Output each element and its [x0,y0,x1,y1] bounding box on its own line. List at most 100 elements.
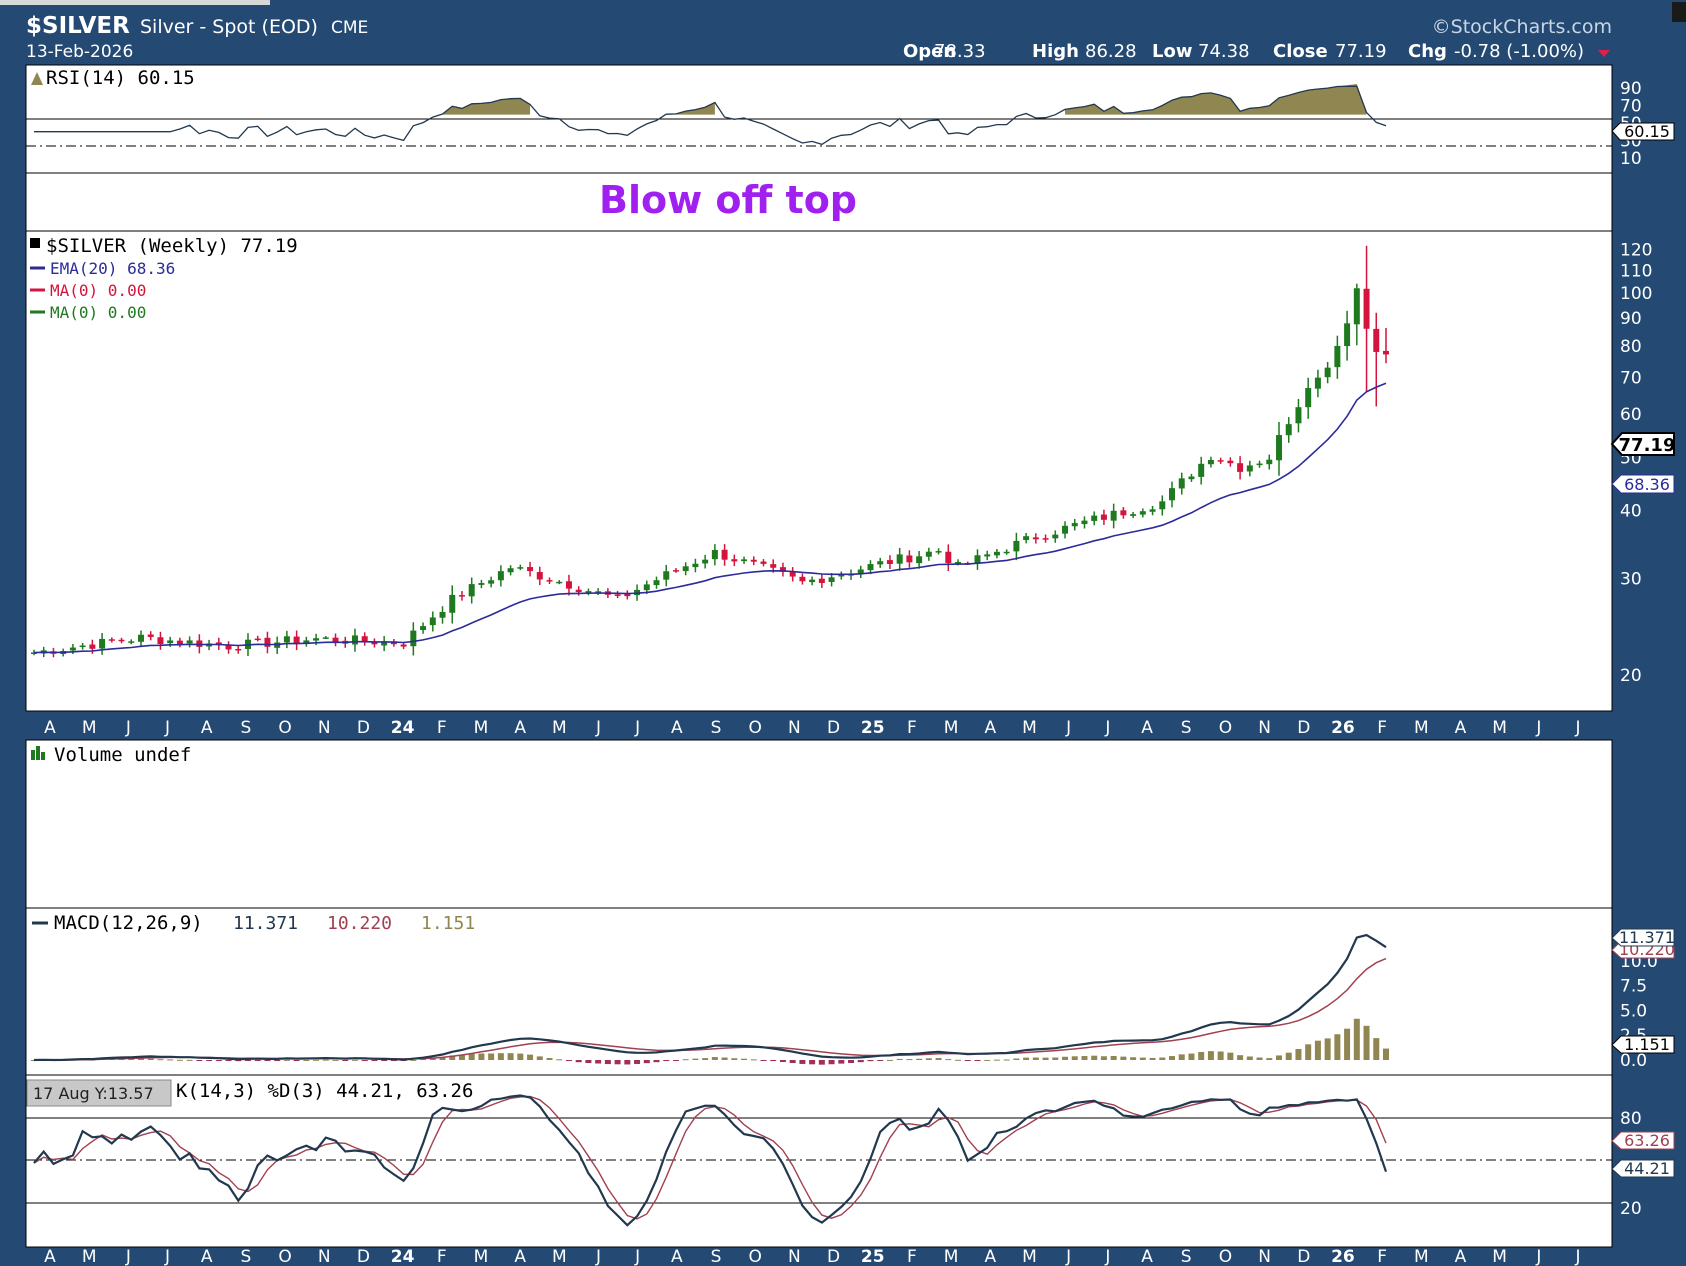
macd-histogram-bar [147,1058,154,1060]
volume-icon-bar-2 [36,746,40,760]
x-axis-month-label: J [1535,718,1541,738]
candle-body [303,640,310,644]
candle-body [877,561,884,565]
candle-body [235,648,242,651]
macd-histogram-bar [1052,1057,1059,1060]
candle-body [31,652,37,654]
macd-histogram-bar [809,1060,816,1065]
macd-histogram-bar [1071,1056,1078,1060]
corner-close-icon[interactable] [1672,2,1686,22]
macd-histogram-bar [215,1060,222,1061]
candle-body [128,641,135,643]
candle-body [809,579,816,583]
x-axis-month-label: A [1455,718,1467,738]
candle-body [565,581,572,589]
candle-body [420,626,427,631]
candle-body [361,636,368,642]
x-axis-month-label: S [240,1247,251,1266]
macd-histogram-bar [789,1060,796,1064]
candle-body [585,591,592,593]
stoch-k-tag: 44.21 [1611,1159,1675,1178]
macd-histogram-bar [925,1058,932,1060]
candle-body [79,645,86,648]
x-axis-month-label: M [1414,718,1429,738]
candle-body [1130,514,1137,516]
macd-histogram-bar [770,1060,777,1062]
macd-histogram-bar [877,1060,884,1061]
macd-histogram-bar [672,1060,679,1061]
candle-body [974,555,981,564]
volume-panel [25,739,1613,909]
ema-line [33,382,1387,654]
macd-histogram-bar [1023,1057,1030,1060]
macd-histogram-bar [556,1059,563,1061]
x-axis-month-label: N [318,1247,331,1266]
candle-body [322,637,329,639]
rsi-tick-label: 10 [1620,149,1642,169]
x-axis-month-label: M [474,718,489,738]
top-tab-strip [0,0,270,5]
candle-body [993,551,1000,556]
price-tick-label: 30 [1620,570,1642,590]
candle-body [69,647,76,651]
macd-histogram-bar [390,1060,397,1061]
high-label: High [1032,41,1079,62]
candle-body [711,549,718,560]
macd-histogram-bar [371,1060,378,1061]
candle-body [945,551,952,564]
rsi-series [34,83,1387,146]
x-axis-month-label: S [1181,718,1192,738]
macd-histogram-bar [449,1055,456,1060]
price-tick-label: 120 [1620,241,1652,261]
macd-histogram-bar [1120,1056,1127,1060]
volume-legend-text: Volume undef [54,744,191,766]
macd-histogram-bar [546,1058,553,1060]
candle-body [925,551,932,557]
macd-histogram-bar [828,1060,835,1065]
rsi-icon [31,72,43,85]
blow-off-top-annotation: Blow off top [599,178,857,222]
candle-body [1100,514,1107,520]
macd-histogram-bar [137,1058,144,1060]
candle-body [1139,511,1146,515]
macd-legend-name: MACD(12,26,9) [54,912,203,934]
candle-body [1023,536,1030,541]
macd-histogram-bar [1149,1057,1156,1060]
price-tick-label: 90 [1620,309,1642,329]
candle-body [1314,377,1321,389]
macd-histogram-bar [848,1060,855,1064]
exchange-label: CME [331,18,368,38]
candle-body [1237,463,1244,472]
candle-body [186,640,193,644]
stoch-series [33,1094,1388,1227]
macd-histogram-bar [420,1059,427,1061]
x-axis-month-label: M [1022,1247,1037,1266]
x-axis-year-label: 26 [1331,718,1355,738]
macd-tick-label: 5.0 [1620,1001,1647,1021]
candle-body [371,641,378,645]
macd-histogram-bar [1334,1034,1341,1060]
price-tick-label: 60 [1620,405,1642,425]
macd-histogram-bar [575,1060,582,1063]
candle-body [1013,540,1020,552]
x-axis-month-label: M [944,1247,959,1266]
macd-histogram-bar [1237,1055,1244,1060]
stoch-tick-label: 20 [1620,1199,1642,1219]
candle-body [1062,525,1069,534]
stoch-d-line [33,1095,1387,1220]
macd-histogram-bar [274,1060,281,1061]
macd-histogram-bar [964,1060,971,1061]
ma2-legend: MA(0) 0.00 [50,303,146,322]
x-axis-month-label: J [164,718,170,738]
x-axis-month-label: N [318,718,331,738]
macd-histogram-bar [721,1057,728,1060]
macd-histogram-bar [1246,1056,1253,1060]
open-value: 78.33 [934,41,986,62]
candle-body [643,584,650,591]
candle-body [653,580,660,586]
macd-histogram-bar [1188,1053,1195,1060]
macd-histogram-bar [896,1058,903,1060]
candle-body [381,641,388,646]
stoch-panel [25,1074,1613,1248]
candle-body [458,595,465,597]
